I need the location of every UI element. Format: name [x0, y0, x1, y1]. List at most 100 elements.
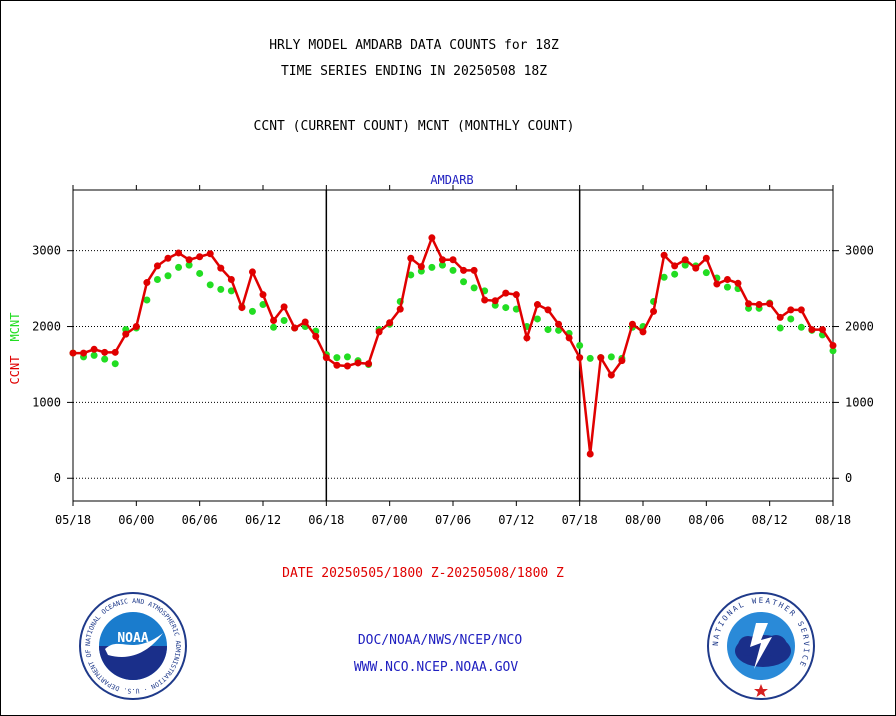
point-mcnt-8 — [153, 276, 161, 284]
nws-logo: NATIONAL WEATHER SERVICE — [707, 592, 815, 700]
x-tick-label: 05/18 — [55, 513, 91, 527]
point-ccnt-21 — [291, 324, 299, 332]
x-tick-label: 06/18 — [308, 513, 344, 527]
y-tick-label: 3000 — [32, 244, 61, 258]
point-ccnt-41 — [502, 289, 510, 297]
axis-layer: 0 0 1000 1000 2000 2000 3000 3000 05/18 06/00 06/0… — [32, 185, 874, 527]
point-ccnt-12 — [196, 253, 204, 261]
point-ccnt-65 — [755, 301, 763, 309]
x-tick-label: 08/00 — [625, 513, 661, 527]
noaa-logo-text: NOAA — [117, 631, 148, 646]
point-ccnt-62 — [723, 276, 731, 284]
point-ccnt-7 — [143, 279, 151, 287]
x-tick-label: 07/06 — [435, 513, 471, 527]
ylabel-ccnt: CCNT — [8, 356, 22, 385]
point-ccnt-33 — [417, 263, 425, 271]
point-ccnt-32 — [407, 254, 415, 262]
point-ccnt-3 — [101, 348, 109, 356]
point-ccnt-40 — [491, 297, 499, 305]
point-mcnt-49 — [586, 354, 594, 362]
point-mcnt-3 — [101, 355, 109, 363]
point-mcnt-58 — [681, 261, 689, 269]
point-mcnt-41 — [502, 304, 510, 312]
grid-layer — [73, 190, 833, 501]
point-ccnt-27 — [354, 359, 362, 367]
y-tick-label-right: 3000 — [845, 244, 874, 258]
point-mcnt-4 — [111, 360, 119, 368]
point-ccnt-55 — [650, 307, 658, 315]
point-ccnt-18 — [259, 291, 267, 299]
point-mcnt-68 — [787, 315, 795, 323]
point-mcnt-11 — [185, 261, 193, 269]
point-mcnt-9 — [164, 272, 172, 280]
point-ccnt-59 — [692, 264, 700, 272]
point-ccnt-2 — [90, 345, 98, 353]
point-ccnt-54 — [639, 328, 647, 336]
point-mcnt-19 — [270, 323, 278, 331]
point-mcnt-25 — [333, 354, 341, 362]
point-mcnt-34 — [428, 263, 436, 271]
point-ccnt-14 — [217, 264, 225, 272]
point-mcnt-51 — [607, 353, 615, 361]
point-mcnt-15 — [227, 287, 235, 295]
y-tick-label: 1000 — [32, 395, 61, 409]
point-ccnt-11 — [185, 256, 193, 264]
point-ccnt-5 — [122, 330, 130, 338]
point-mcnt-7 — [143, 296, 151, 304]
point-ccnt-39 — [481, 296, 489, 304]
point-ccnt-30 — [386, 319, 394, 327]
point-ccnt-15 — [227, 276, 235, 284]
point-ccnt-52 — [618, 357, 626, 365]
point-ccnt-67 — [776, 313, 784, 321]
point-ccnt-31 — [396, 305, 404, 313]
point-ccnt-1 — [80, 349, 88, 357]
noaa-logo: NATIONAL OCEANIC AND ATMOSPHERIC ADMINIS… — [78, 591, 187, 700]
ylabel-mcnt: MCNT — [8, 313, 22, 342]
point-ccnt-69 — [797, 306, 805, 314]
point-ccnt-16 — [238, 304, 246, 312]
point-mcnt-32 — [407, 271, 415, 279]
point-mcnt-60 — [702, 269, 710, 277]
point-mcnt-44 — [533, 315, 541, 323]
point-ccnt-47 — [565, 334, 573, 342]
x-tick-label: 06/06 — [182, 513, 218, 527]
x-tick-label: 06/00 — [118, 513, 154, 527]
point-ccnt-72 — [829, 342, 837, 349]
point-ccnt-25 — [333, 361, 341, 369]
point-ccnt-13 — [206, 250, 214, 258]
org-path-link[interactable]: DOC/NOAA/NWS/NCEP/NCO — [357, 633, 523, 648]
point-mcnt-10 — [175, 263, 183, 271]
point-mcnt-20 — [280, 316, 288, 324]
point-mcnt-67 — [776, 324, 784, 332]
series-layer — [69, 234, 837, 458]
point-ccnt-6 — [132, 323, 140, 331]
point-ccnt-58 — [681, 256, 689, 264]
point-mcnt-26 — [343, 353, 351, 361]
point-ccnt-51 — [607, 371, 615, 379]
point-mcnt-38 — [470, 284, 478, 292]
point-ccnt-38 — [470, 266, 478, 274]
y-tick-label: 0 — [54, 471, 61, 485]
y-tick-label: 2000 — [32, 320, 61, 334]
point-mcnt-37 — [460, 278, 468, 286]
date-range-label: DATE 20250505/1800 Z-20250508/1800 Z — [282, 566, 564, 581]
point-ccnt-29 — [375, 328, 383, 336]
point-ccnt-66 — [766, 300, 774, 308]
point-mcnt-35 — [438, 261, 446, 269]
point-ccnt-71 — [818, 326, 826, 334]
point-mcnt-45 — [544, 326, 552, 334]
website-link[interactable]: WWW.NCO.NCEP.NOAA.GOV — [353, 660, 519, 675]
point-mcnt-36 — [449, 266, 457, 274]
x-tick-label: 07/00 — [372, 513, 408, 527]
point-ccnt-42 — [512, 291, 520, 299]
x-tick-label: 07/12 — [498, 513, 534, 527]
chart-header-line2: TIME SERIES ENDING IN 20250508 18Z — [280, 64, 548, 79]
point-mcnt-12 — [196, 269, 204, 277]
point-mcnt-72 — [829, 347, 837, 355]
x-tick-label: 06/12 — [245, 513, 281, 527]
point-mcnt-13 — [206, 281, 214, 289]
point-ccnt-19 — [270, 316, 278, 324]
point-ccnt-4 — [111, 348, 119, 356]
point-mcnt-48 — [576, 342, 584, 349]
